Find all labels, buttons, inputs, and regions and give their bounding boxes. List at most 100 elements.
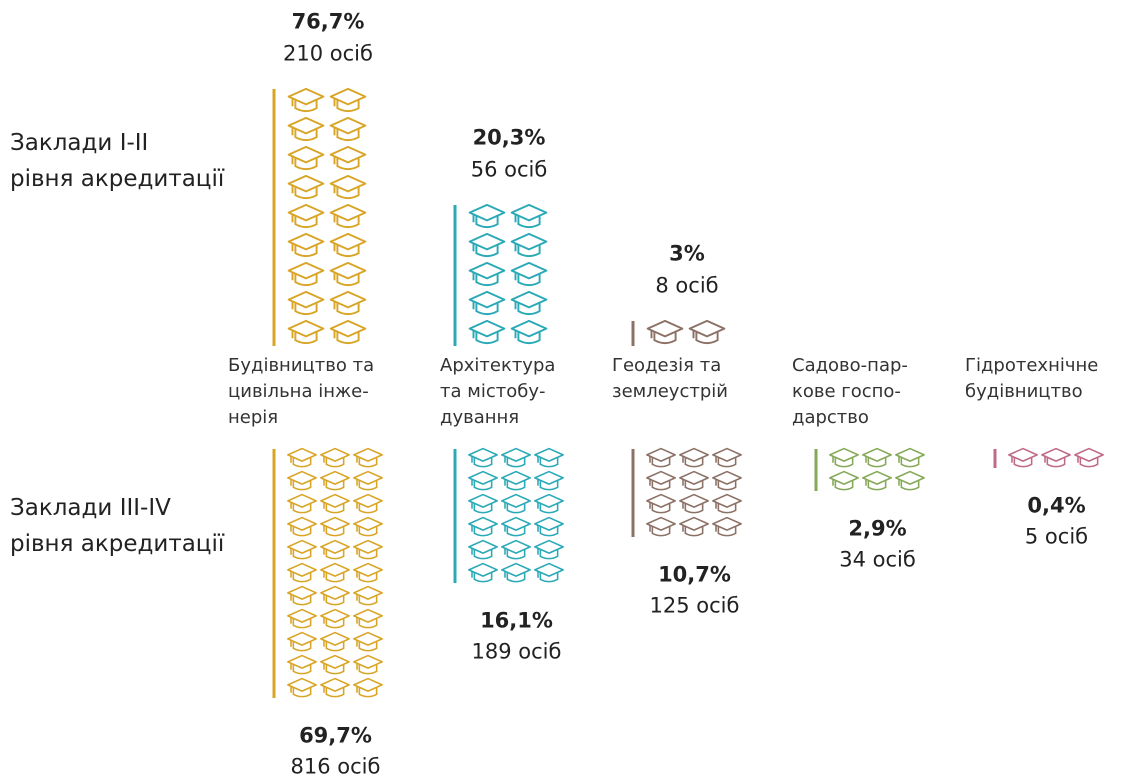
cap-icon [534, 539, 564, 560]
cap-icon [501, 562, 531, 583]
category-label: Геодезія та землеустрій [612, 355, 728, 402]
cap-icon [287, 585, 317, 606]
cap-icon [1008, 447, 1038, 468]
cap-icon [646, 516, 676, 537]
count-label: 189 осіб [471, 639, 562, 664]
percent-label: 3% [669, 241, 705, 266]
cap-icon [320, 631, 350, 652]
cap-icon [329, 261, 367, 287]
cap-icon [287, 290, 325, 316]
cap-icon [353, 470, 383, 491]
category-label: Садово-пар- кове госпо- дарство [792, 355, 908, 428]
cap-icon [329, 174, 367, 200]
cap-icon [287, 145, 325, 171]
cap-icon [646, 319, 684, 345]
cap-icon [1041, 447, 1071, 468]
icon-group [993, 447, 1104, 468]
cap-icon [468, 290, 506, 316]
cap-icon [320, 539, 350, 560]
cap-icon [353, 562, 383, 583]
icon-group [453, 447, 564, 583]
count-label: 56 осіб [470, 157, 548, 182]
cap-icon [510, 261, 548, 287]
cap-icon [329, 203, 367, 229]
cap-icon [329, 232, 367, 258]
cap-icon [501, 516, 531, 537]
row-label: Заклади III-IV рівня акредитації [10, 495, 225, 557]
cap-icon [353, 493, 383, 514]
icon-group [631, 447, 742, 537]
cap-icon [468, 203, 506, 229]
cap-icon [287, 470, 317, 491]
cap-icon [287, 232, 325, 258]
cap-icon [353, 585, 383, 606]
cap-icon [287, 493, 317, 514]
cap-icon [287, 319, 325, 345]
cap-icon [712, 516, 742, 537]
cap-icon [679, 470, 709, 491]
count-label: 8 осіб [655, 273, 719, 298]
cap-icon [287, 516, 317, 537]
cap-icon [320, 516, 350, 537]
cap-icon [287, 203, 325, 229]
category-label: Будівництво та цивільна інже- нерія [228, 355, 375, 428]
cap-icon [501, 493, 531, 514]
cap-icon [329, 87, 367, 113]
cap-icon [329, 145, 367, 171]
percent-label: 2,9% [848, 516, 907, 541]
cap-icon [287, 174, 325, 200]
cap-icon [501, 470, 531, 491]
percent-label: 20,3% [472, 125, 546, 150]
cap-icon [320, 654, 350, 675]
cap-icon [353, 447, 383, 468]
cap-icon [468, 562, 498, 583]
row-label: Заклади I-II рівня акредитації [10, 130, 225, 192]
cap-icon [287, 562, 317, 583]
cap-icon [287, 447, 317, 468]
cap-icon [287, 87, 325, 113]
cap-icon [287, 677, 317, 698]
cap-icon [646, 470, 676, 491]
cap-icon [353, 654, 383, 675]
count-label: 816 осіб [290, 754, 381, 775]
icon-group [272, 447, 383, 698]
cap-icon [534, 516, 564, 537]
icon-group [814, 447, 925, 491]
icon-group [631, 319, 726, 346]
category-label: Архітектура та містобу- дування [440, 355, 556, 428]
cap-icon [287, 654, 317, 675]
cap-icon [895, 447, 925, 468]
cap-icon [501, 539, 531, 560]
percent-label: 16,1% [480, 608, 553, 633]
cap-icon [534, 493, 564, 514]
cap-icon [468, 539, 498, 560]
category-label: Гідротехнічне будівництво [965, 355, 1099, 402]
cap-icon [501, 447, 531, 468]
cap-icon [829, 470, 859, 491]
cap-icon [895, 470, 925, 491]
cap-icon [287, 631, 317, 652]
cap-icon [320, 585, 350, 606]
cap-icon [329, 319, 367, 345]
cap-icon [510, 290, 548, 316]
cap-icon [712, 470, 742, 491]
cap-icon [712, 493, 742, 514]
cap-icon [1074, 447, 1104, 468]
cap-icon [353, 677, 383, 698]
cap-icon [287, 608, 317, 629]
cap-icon [287, 539, 317, 560]
cap-icon [679, 447, 709, 468]
cap-icon [320, 470, 350, 491]
cap-icon [353, 608, 383, 629]
cap-icon [829, 447, 859, 468]
count-label: 210 осіб [283, 41, 373, 66]
cap-icon [287, 116, 325, 142]
percent-label: 76,7% [291, 9, 365, 34]
cap-icon [679, 516, 709, 537]
cap-icon [353, 539, 383, 560]
cap-icon [468, 232, 506, 258]
cap-icon [646, 493, 676, 514]
count-label: 125 осіб [649, 593, 740, 618]
